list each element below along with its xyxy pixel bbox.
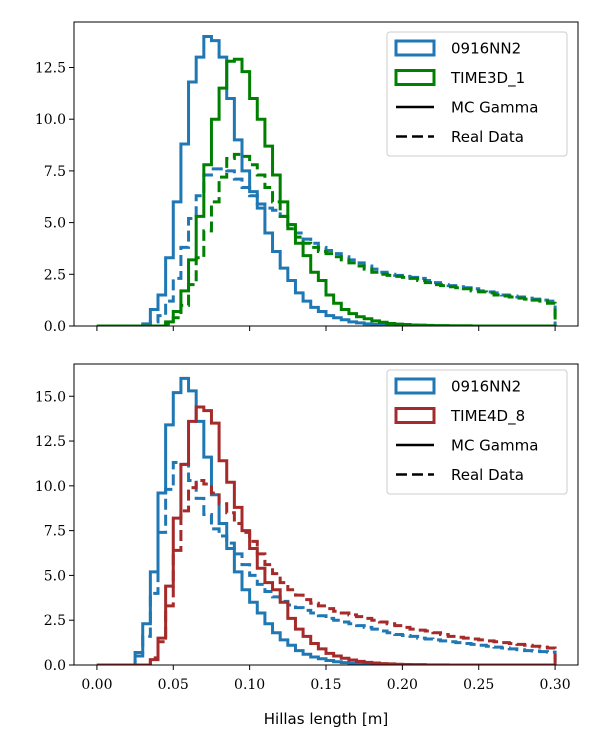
y-tick-label: 10.0	[35, 479, 66, 495]
x-tick-label: 0.20	[387, 677, 418, 693]
series-time4d-8-real-data	[96, 478, 557, 665]
legend-label: TIME3D_1	[450, 69, 525, 88]
legend-patch-icon	[394, 69, 436, 86]
y-tick-label: 2.5	[44, 267, 66, 283]
legend-label: MC Gamma	[451, 437, 538, 455]
y-tick-label: 7.5	[44, 164, 66, 180]
series-0916nn2-real-data	[96, 461, 557, 665]
legend-patch-icon	[394, 377, 436, 395]
y-tick-label: 12.5	[35, 60, 66, 76]
legend: 0916NN2 TIME3D_1 MC Gamma Real Data	[386, 31, 568, 157]
y-tick-label: 5.0	[44, 568, 66, 584]
y-tick-label: 0.0	[44, 319, 66, 335]
y-tick-label: 12.5	[35, 434, 66, 450]
y-tick-label: 7.5	[44, 524, 66, 540]
legend-label: Real Data	[451, 128, 524, 146]
legend-label: Real Data	[451, 466, 524, 484]
series-0916nn2-real-data	[96, 167, 557, 326]
y-tick-label: 2.5	[44, 613, 66, 629]
x-tick-label: 0.05	[158, 677, 189, 693]
legend-patch-icon	[394, 39, 436, 57]
legend-label: TIME4D_8	[450, 407, 525, 426]
x-tick-label: 0.15	[310, 677, 341, 693]
y-tick-label: 10.0	[35, 112, 66, 128]
top-histogram-panel: 0.0 2.5 5.0 7.5 10.0 12.5 0916NN2 TIME3D_1 MC Ga…	[35, 21, 579, 335]
legend: 0916NN2 TIME4D_8 MC Gamma Real Data	[386, 369, 568, 495]
series-time3d-1-real-data	[96, 152, 557, 326]
x-tick-label: 0.00	[81, 677, 112, 693]
legend-patch-icon	[394, 407, 436, 424]
x-tick-label: 0.10	[234, 677, 265, 693]
series-0916nn2-mc-gamma	[96, 376, 556, 665]
x-axis-label: Hillas length [m]	[264, 710, 388, 728]
legend-label: 0916NN2	[451, 40, 521, 58]
x-tick-label: 0.25	[463, 677, 494, 693]
y-tick-label: 5.0	[44, 216, 66, 232]
y-tick-label: 15.0	[35, 389, 66, 405]
legend-label: 0916NN2	[451, 378, 521, 396]
x-tick-label: 0.30	[540, 677, 571, 693]
bottom-histogram-panel: 0.0 2.5 5.0 7.5 10.0 12.5 15.0 0.00 0.05 0.10 0.15…	[35, 363, 579, 693]
legend-label: MC Gamma	[451, 99, 538, 117]
y-tick-label: 0.0	[44, 658, 66, 674]
